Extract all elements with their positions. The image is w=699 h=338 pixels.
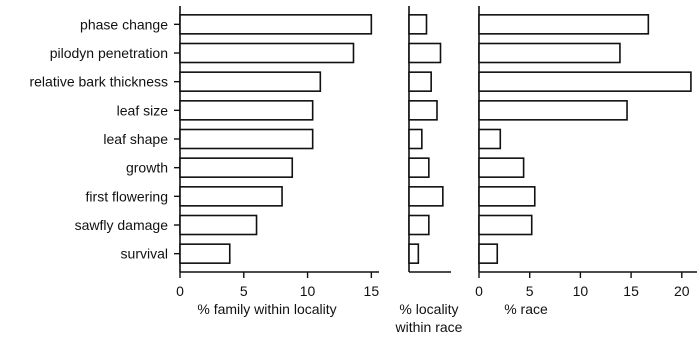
panel-locality-within-race: % locality within race — [395, 6, 463, 335]
bar-pilodyn-penetration — [408, 42, 442, 64]
x-tick-label: 20 — [674, 283, 690, 299]
category-label: growth — [126, 160, 168, 176]
category-label: phase change — [80, 16, 168, 32]
x-tick-label: 15 — [623, 283, 639, 299]
bar-relative-bark-thickness — [179, 71, 322, 92]
bar-survival — [478, 243, 499, 264]
bar-leaf-shape — [408, 128, 423, 150]
bar-leaf-size — [179, 100, 314, 121]
x-axis-title: % race — [504, 301, 548, 317]
bar-sawfly-damage — [179, 214, 258, 236]
category-label: pilodyn penetration — [50, 45, 168, 61]
category-label: relative bark thickness — [29, 74, 168, 90]
x-tick-label: 15 — [364, 283, 380, 299]
bar-relative-bark-thickness — [408, 71, 432, 92]
panel-race: 0 5 10 15 20 % race — [475, 6, 697, 317]
x-tick-label: 0 — [176, 283, 184, 299]
bar-pilodyn-penetration — [179, 42, 355, 64]
bar-leaf-size — [408, 100, 438, 121]
x-tick-label: 5 — [240, 283, 248, 299]
x-axis-title: % family within locality — [197, 301, 336, 317]
category-label: first flowering — [86, 188, 168, 204]
bar-first-flowering — [408, 186, 444, 207]
category-labels: phase change pilodyn penetration relative … — [29, 16, 180, 262]
bar-growth — [478, 157, 525, 178]
x-axis-title-line: % family within locality — [197, 301, 336, 317]
bar-growth — [408, 157, 430, 178]
x-tick-label: 10 — [300, 283, 316, 299]
x-tick-label: 5 — [526, 283, 534, 299]
bar-first-flowering — [478, 186, 536, 207]
x-axis-title-line: within race — [395, 319, 463, 335]
bar-phase-change — [478, 14, 650, 35]
x-tick-label: 10 — [573, 283, 589, 299]
x-axis-title-line: % race — [504, 301, 548, 317]
bar-sawfly-damage — [408, 214, 430, 236]
bar-pilodyn-penetration — [478, 42, 621, 64]
panel-family-within-locality: 0 5 10 15 % family within locality — [176, 6, 379, 317]
bar-leaf-shape — [179, 128, 314, 150]
bar-phase-change — [408, 14, 428, 35]
bar-survival — [179, 243, 231, 264]
category-label: sawfly damage — [75, 217, 169, 233]
bar-leaf-size — [478, 100, 628, 121]
x-tick-label: 0 — [475, 283, 483, 299]
x-axis-title: % locality within race — [395, 301, 463, 335]
bar-first-flowering — [179, 186, 283, 207]
bar-sawfly-damage — [478, 214, 533, 236]
category-label: leaf shape — [103, 131, 168, 147]
bar-survival — [408, 243, 420, 264]
category-label: leaf size — [117, 102, 169, 118]
bar-relative-bark-thickness — [478, 71, 692, 92]
bar-growth — [179, 157, 294, 178]
x-axis-title-line: % locality — [399, 301, 458, 317]
bar-phase-change — [179, 14, 373, 35]
category-label: survival — [121, 246, 168, 262]
bar-leaf-shape — [478, 128, 502, 150]
